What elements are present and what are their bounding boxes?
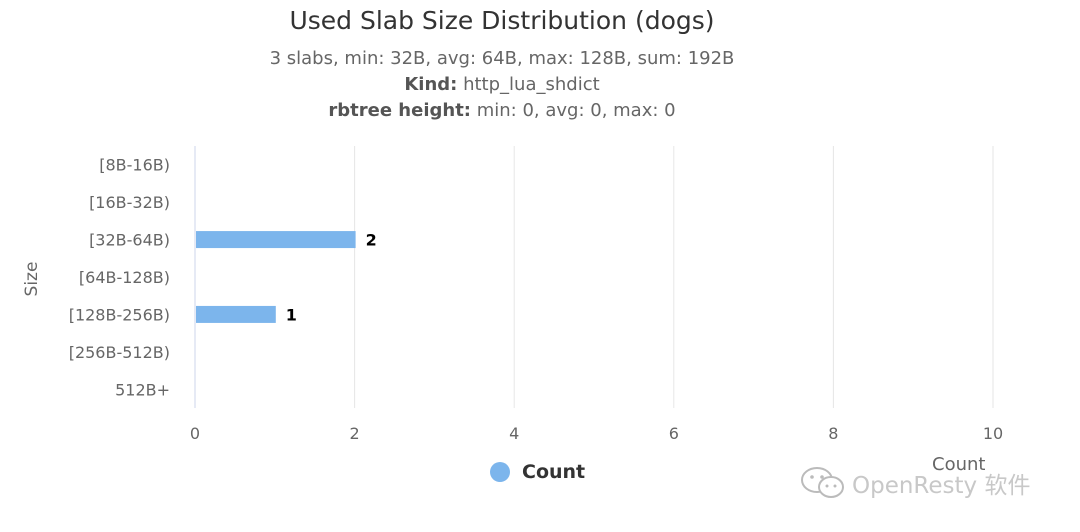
y-tick-label: [8B-16B): [99, 156, 170, 175]
data-label: 2: [366, 231, 377, 250]
subtitle-kind-value: http_lua_shdict: [463, 74, 600, 95]
legend[interactable]: Count: [490, 461, 585, 483]
y-tick-label: [256B-512B): [69, 343, 170, 362]
wechat-icon: [801, 467, 844, 498]
x-tick-label: 6: [669, 424, 679, 443]
watermark: OpenResty 软件: [800, 466, 1030, 500]
subtitle-stats-value: 3 slabs, min: 32B, avg: 64B, max: 128B, …: [269, 48, 735, 69]
subtitle-stats: 3 slabs, min: 32B, avg: 64B, max: 128B, …: [0, 48, 1004, 69]
legend-marker: [490, 462, 510, 482]
subtitle-kind: Kind: http_lua_shdict: [0, 74, 1004, 95]
watermark-text: OpenResty 软件: [852, 473, 1031, 499]
subtitle-rbtree-label: rbtree height:: [328, 100, 471, 121]
y-tick-label: 512B+: [115, 380, 170, 399]
data-label: 1: [286, 305, 297, 324]
x-tick-label: 0: [190, 424, 200, 443]
bar: [196, 231, 356, 249]
y-axis-title: Size: [22, 262, 42, 297]
subtitle-rbtree: rbtree height: min: 0, avg: 0, max: 0: [0, 100, 1004, 121]
subtitle-rbtree-value: min: 0, avg: 0, max: 0: [476, 100, 676, 121]
subtitle-kind-label: Kind:: [404, 74, 458, 95]
x-tick-label: 10: [983, 424, 1003, 443]
legend-label: Count: [522, 461, 586, 483]
chart-title: Used Slab Size Distribution (dogs): [289, 6, 715, 35]
y-tick-label: [64B-128B): [79, 268, 170, 287]
x-tick-label: 8: [828, 424, 838, 443]
x-tick-label: 2: [350, 424, 360, 443]
y-tick-label: [16B-32B): [89, 193, 170, 212]
bar: [196, 305, 276, 323]
y-tick-label: [32B-64B): [89, 231, 170, 250]
y-tick-label: [128B-256B): [69, 305, 170, 324]
x-axis-title: Count: [932, 454, 986, 475]
x-tick-label: 4: [509, 424, 519, 443]
